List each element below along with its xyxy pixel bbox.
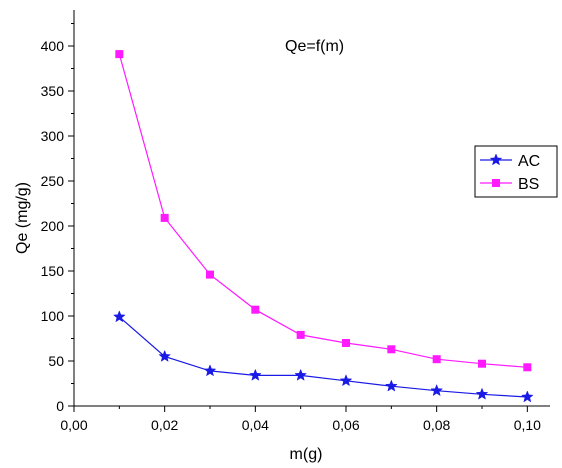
series-bs-point bbox=[206, 270, 214, 279]
series-ac-point bbox=[520, 390, 534, 403]
series-bs-point bbox=[115, 50, 124, 59]
series-ac-point bbox=[158, 349, 172, 362]
series-bs-point bbox=[160, 213, 169, 222]
series-ac-point bbox=[384, 379, 398, 392]
y-axis-title: Qe (mg/g) bbox=[14, 182, 31, 254]
x-axis-title: m(g) bbox=[290, 446, 323, 463]
series-ac-point bbox=[294, 368, 308, 381]
x-tick-label: 0,00 bbox=[60, 417, 87, 433]
legend-bs-label: BS bbox=[518, 176, 539, 193]
x-tick-label: 0,08 bbox=[423, 417, 450, 433]
series-bs-point bbox=[387, 345, 396, 354]
series-bs-point bbox=[251, 305, 260, 314]
x-tick-label: 0,06 bbox=[332, 417, 359, 433]
series-ac-point bbox=[475, 387, 489, 400]
chart-annotation: Qe=f(m) bbox=[285, 38, 344, 55]
y-tick-label: 150 bbox=[41, 263, 65, 279]
series-ac-point bbox=[339, 374, 353, 387]
series-ac-point bbox=[112, 310, 126, 323]
plot-area bbox=[112, 50, 534, 403]
legend-box bbox=[474, 145, 558, 198]
series-bs-point bbox=[432, 355, 441, 364]
legend: AC BS bbox=[474, 145, 558, 198]
y-tick-label: 50 bbox=[48, 353, 64, 369]
y-tick-label: 400 bbox=[41, 38, 65, 54]
series-ac-point bbox=[430, 384, 444, 397]
axes: 0,00 0,02 0,04 0,06 0,08 0,10 0 50 100 150 200 250 3… bbox=[41, 10, 550, 433]
y-tick-label: 100 bbox=[41, 308, 65, 324]
y-tick-label: 200 bbox=[41, 218, 65, 234]
series-bs-line bbox=[118, 53, 528, 368]
series-ac-point bbox=[248, 368, 262, 381]
legend-ac-marker bbox=[489, 153, 503, 166]
series-bs-point bbox=[296, 330, 305, 339]
series-ac-point bbox=[203, 364, 217, 377]
series-bs-point bbox=[342, 339, 350, 347]
legend-bs-marker bbox=[492, 179, 500, 187]
x-tick-label: 0,10 bbox=[514, 417, 541, 433]
series-ac-line bbox=[118, 316, 528, 398]
x-tick-label: 0,02 bbox=[151, 417, 178, 433]
legend-ac-label: AC bbox=[518, 153, 540, 170]
series-bs-point bbox=[478, 359, 486, 368]
y-tick-label: 350 bbox=[41, 83, 65, 99]
series-bs-point bbox=[523, 363, 532, 372]
y-tick-label: 300 bbox=[41, 128, 65, 144]
y-tick-label: 0 bbox=[56, 398, 64, 414]
x-tick-label: 0,04 bbox=[242, 417, 269, 433]
y-tick-label: 250 bbox=[41, 173, 65, 189]
